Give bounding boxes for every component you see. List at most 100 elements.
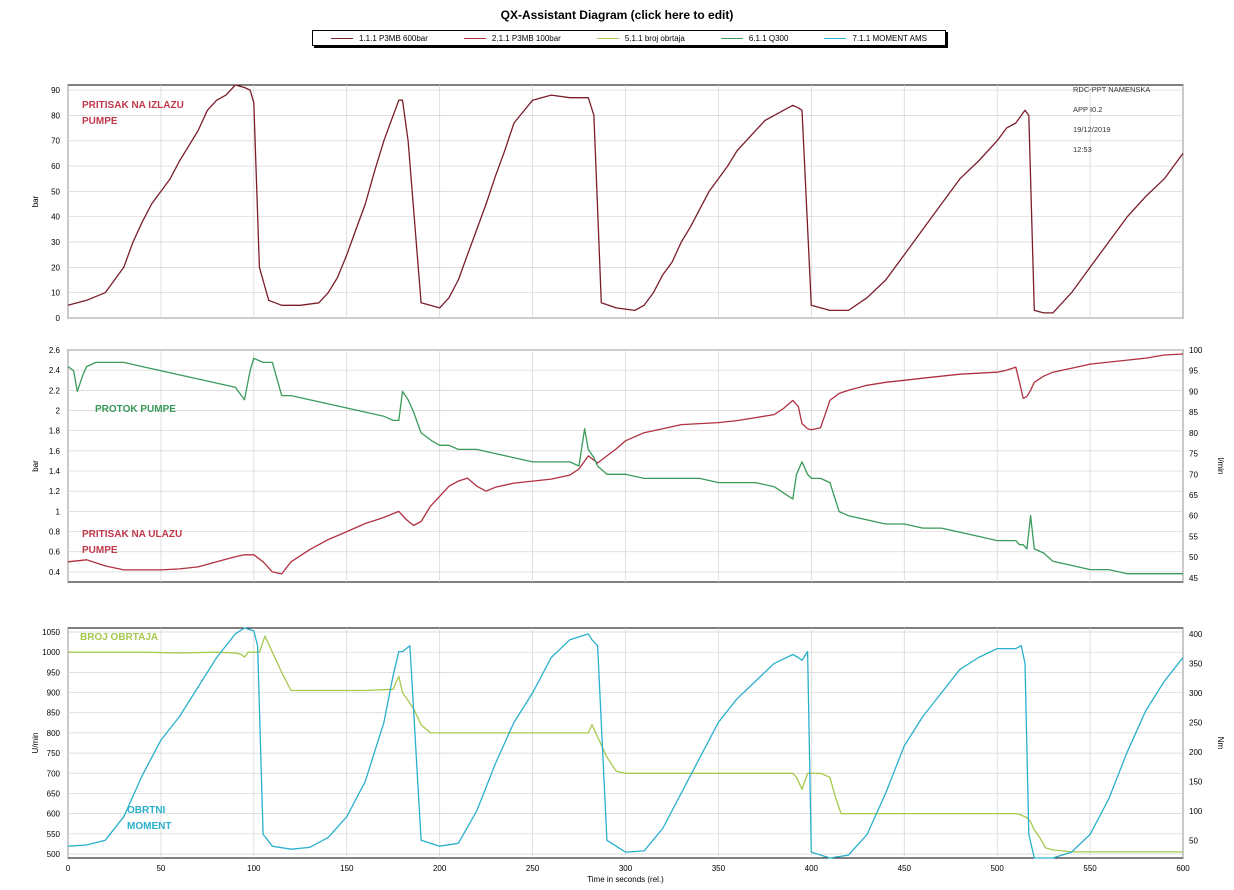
y-tick-label: 700 [47,769,61,778]
legend-item-moment-ams: 7.1.1 MOMENT AMS [824,34,927,43]
annotation-outlet-pressure: PRITISAK NA IZLAZU [82,100,184,111]
y-right-tick-label: 65 [1189,491,1198,500]
chart-title[interactable]: QX-Assistant Diagram (click here to edit… [500,8,734,22]
y-tick-label: 1000 [42,648,60,657]
y-right-axis-label: l/min [1216,458,1225,475]
x-tick-label: 350 [712,864,726,873]
y-tick-label: 850 [47,709,61,718]
legend-swatch [824,37,847,39]
y-tick-label: 2.4 [49,366,61,375]
y-tick-label: 1.8 [49,427,61,436]
legend-swatch [596,37,619,39]
legend-label: 1.1.1 P3MB 600bar [358,33,428,43]
x-tick-label: 100 [247,864,261,873]
y-right-tick-label: 100 [1189,346,1203,355]
legend-swatch [463,37,486,39]
legend-item-p3mb-600: 1.1.1 P3MB 600bar [330,33,428,43]
x-axis-label: Time in seconds (rel.) [587,875,664,884]
legend-swatch [330,37,353,39]
y-right-tick-label: 95 [1189,367,1198,376]
y-tick-label: 1 [56,507,61,516]
y-tick-label: 950 [47,668,61,677]
x-tick-label: 600 [1176,864,1190,873]
annotation-outlet-pressure: PUMPE [82,116,118,127]
x-tick-label: 400 [805,864,819,873]
y-tick-label: 550 [47,830,61,839]
y-right-tick-label: 200 [1189,748,1203,757]
legend-label: 2.1.1 P3MB 100bar [491,33,561,43]
info-text: APP I0.2 [1073,105,1102,114]
y-tick-label: 2 [56,407,61,416]
y-axis-label: U/min [31,733,40,754]
y-tick-label: 0.4 [49,568,61,577]
annotation-pump-flow: PROTOK PUMPE [95,404,176,415]
y-right-tick-label: 250 [1189,718,1203,727]
y-right-tick-label: 50 [1189,836,1198,845]
y-right-tick-label: 100 [1189,807,1203,816]
y-tick-label: 1050 [42,628,60,637]
y-tick-label: 0.6 [49,548,61,557]
y-tick-label: 80 [51,111,60,120]
x-tick-label: 500 [990,864,1004,873]
annotation-inlet-pressure: PUMPE [82,545,118,556]
y-right-tick-label: 50 [1189,553,1198,562]
y-right-tick-label: 300 [1189,689,1203,698]
y-tick-label: 1.2 [49,487,61,496]
y-tick-label: 90 [51,86,60,95]
y-tick-label: 2.2 [49,386,61,395]
y-tick-label: 750 [47,749,61,758]
x-tick-label: 300 [619,864,633,873]
x-tick-label: 250 [526,864,540,873]
y-tick-label: 70 [51,137,60,146]
series-line-3-2 [67,627,1184,859]
legend-swatch [720,37,743,39]
legend: 1.1.1 P3MB 600bar 2.1.1 P3MB 100bar 5.1.… [312,30,946,46]
y-tick-label: 10 [51,289,60,298]
legend-item-broj-obrtaja: 5.1.1 broj obrtaja [596,34,685,43]
x-tick-label: 50 [156,864,165,873]
legend-label: 6.1.1 Q300 [748,33,789,43]
legend-item-q300: 6.1.1 Q300 [720,33,789,43]
y-tick-label: 600 [47,810,61,819]
y-right-tick-label: 150 [1189,777,1203,786]
y-right-tick-label: 85 [1189,408,1198,417]
y-tick-label: 40 [51,213,60,222]
legend-item-p3mb-100: 2.1.1 P3MB 100bar [463,33,561,43]
x-tick-label: 150 [340,864,354,873]
info-text: RDC-PPT NAMENSKA [1073,85,1150,94]
y-right-tick-label: 70 [1189,470,1198,479]
y-right-axis-label: Nm [1216,737,1225,750]
x-tick-label: 200 [433,864,447,873]
y-right-tick-label: 75 [1189,450,1198,459]
y-axis-label: bar [31,460,40,472]
y-tick-label: 1.6 [49,447,61,456]
series-line-3-1 [68,635,1183,853]
series-line-1-1 [67,84,1184,314]
annotation-rpm: BROJ OBRTAJA [80,632,158,643]
y-right-tick-label: 55 [1189,532,1198,541]
series-line-2-1 [67,353,1184,575]
y-right-tick-label: 400 [1189,630,1203,639]
y-tick-label: 30 [51,238,60,247]
y-right-tick-label: 45 [1189,574,1198,583]
y-right-tick-label: 90 [1189,387,1198,396]
y-tick-label: 20 [51,263,60,272]
series-line-2-2 [67,357,1183,575]
y-tick-label: 500 [47,850,61,859]
y-tick-label: 1.4 [49,467,61,476]
x-tick-label: 0 [66,864,71,873]
y-tick-label: 0 [56,314,61,323]
y-right-tick-label: 80 [1189,429,1198,438]
legend-label: 7.1.1 MOMENT AMS [852,33,927,43]
y-tick-label: 800 [47,729,61,738]
y-right-tick-label: 350 [1189,659,1203,668]
annotation-torque: OBRTNI [127,805,166,816]
y-tick-label: 60 [51,162,60,171]
annotation-inlet-pressure: PRITISAK NA ULAZU [82,529,182,540]
y-tick-label: 50 [51,187,60,196]
annotation-torque: MOMENT [127,821,171,832]
info-text: 12:53 [1073,145,1092,154]
info-text: 19/12/2019 [1073,125,1111,134]
y-axis-label: bar [31,195,40,207]
